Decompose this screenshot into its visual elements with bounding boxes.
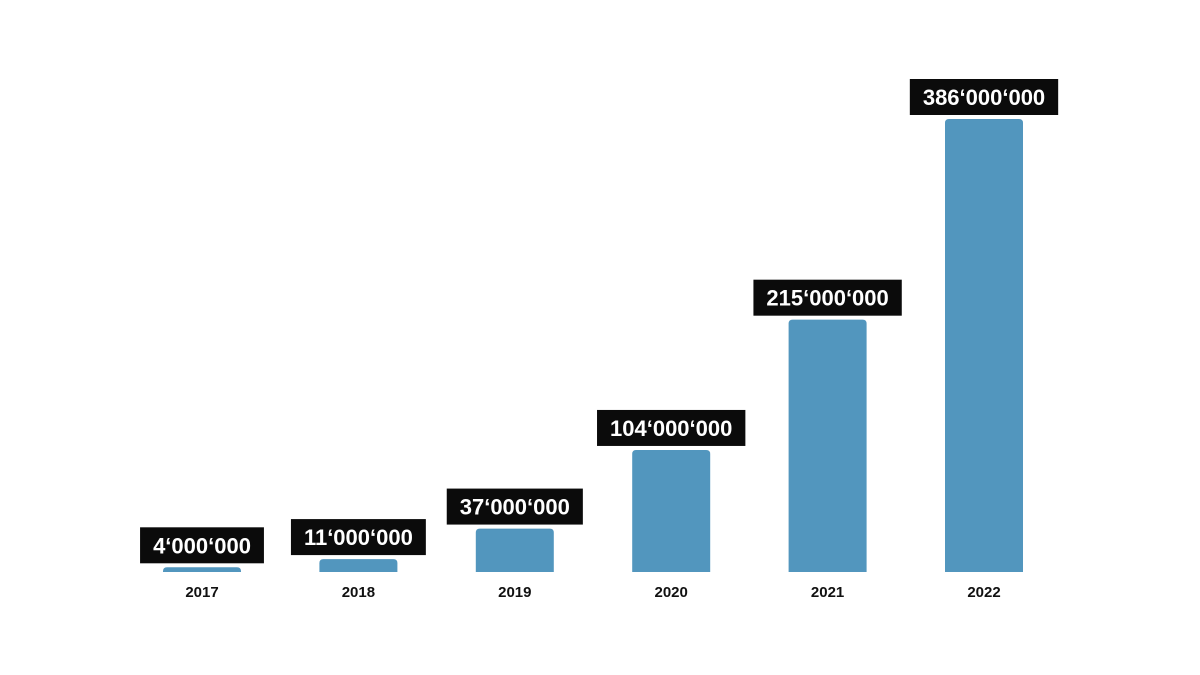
value-label-2017: 4‘000‘000 xyxy=(140,527,264,564)
value-label-2019: 37‘000‘000 xyxy=(446,488,583,525)
value-label-2022: 386‘000‘000 xyxy=(909,79,1059,115)
value-label-box xyxy=(290,519,426,556)
value-label-box xyxy=(909,79,1059,115)
x-axis-tick-labels: 2017 2018 2019 2020 2021 2022 xyxy=(185,584,1000,601)
x-tick-label-2019: 2019 xyxy=(498,584,531,601)
x-tick-label-2018: 2018 xyxy=(342,584,375,601)
bar-2021 xyxy=(788,319,867,572)
value-label-text: 215‘000‘000 xyxy=(766,286,888,311)
x-tick-label-2022: 2022 xyxy=(967,584,1000,601)
value-label-box xyxy=(446,488,583,525)
value-label-text: 37‘000‘000 xyxy=(460,495,570,520)
value-label-text: 4‘000‘000 xyxy=(153,533,251,558)
bar-2022 xyxy=(945,119,1023,572)
value-label-text: 11‘000‘000 xyxy=(304,525,413,550)
value-label-box xyxy=(597,409,746,446)
value-label-2021: 215‘000‘000 xyxy=(753,279,902,316)
bar-2020 xyxy=(632,449,711,572)
value-label-text: 104‘000‘000 xyxy=(610,416,732,441)
x-tick-label-2021: 2021 xyxy=(811,584,844,601)
value-label-text: 386‘000‘000 xyxy=(923,85,1045,110)
value-labels-layer: 4‘000‘000 11‘000‘000 37‘000‘000 104‘000‘000… xyxy=(140,79,1059,564)
bar-2017 xyxy=(163,567,241,572)
value-label-box xyxy=(140,527,264,564)
x-tick-label-2020: 2020 xyxy=(655,584,688,601)
value-label-2020: 104‘000‘000 xyxy=(597,409,746,446)
x-tick-label-2017: 2017 xyxy=(185,584,218,601)
bars-layer xyxy=(163,119,1023,572)
bar-2019 xyxy=(475,528,554,572)
value-label-2018: 11‘000‘000 xyxy=(290,519,426,556)
bar-2018 xyxy=(319,559,398,572)
value-label-box xyxy=(753,279,902,316)
